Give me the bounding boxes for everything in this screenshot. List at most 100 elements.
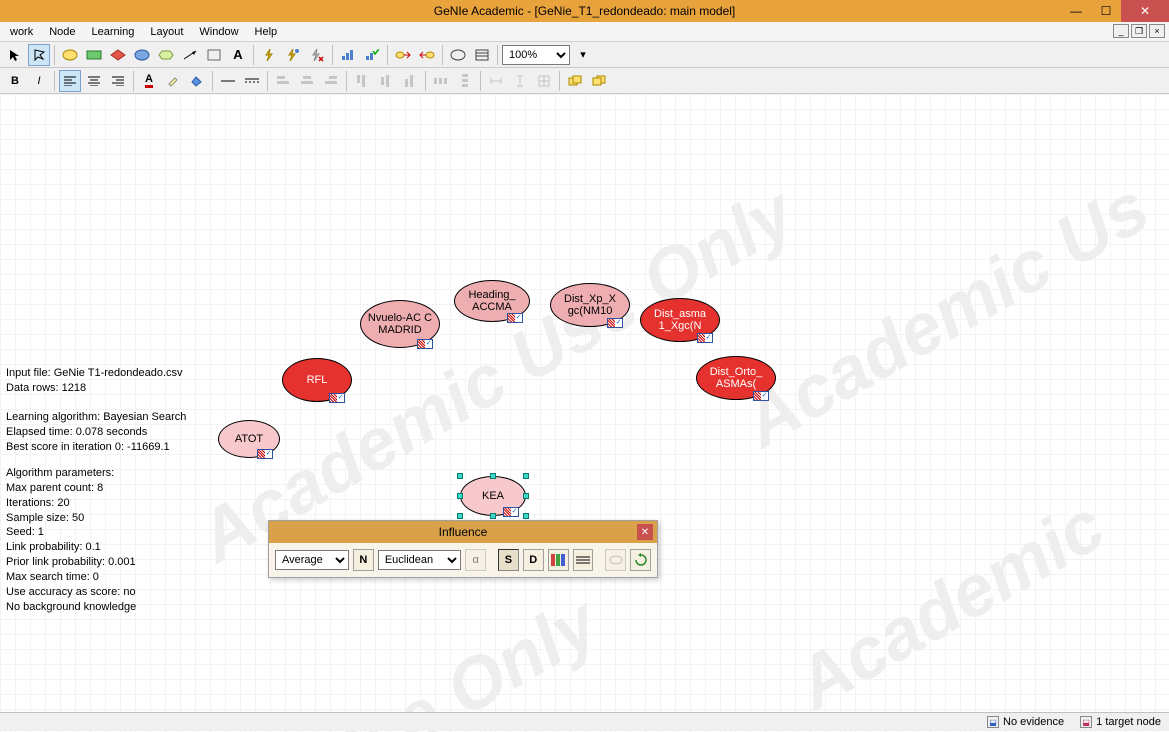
influence-metric-combo[interactable]: Average (275, 550, 349, 570)
arc-tool-icon[interactable] (179, 44, 201, 66)
toolbar-separator (480, 71, 481, 91)
node-arrow-icon[interactable] (392, 44, 414, 66)
toolbar-separator (497, 45, 498, 65)
influence-panel[interactable]: Influence ✕ Average N Euclidean α S D (268, 520, 658, 578)
toolbar-2: B I A (0, 68, 1169, 94)
selection-handle[interactable] (457, 473, 463, 479)
align-objects-bottom-icon[interactable] (399, 70, 421, 92)
node-distxp[interactable]: Dist_Xp_X gc(NM10 (550, 283, 630, 327)
node-distasma[interactable]: Dist_asma 1_Xgc(N (640, 298, 720, 342)
align-objects-middle-icon[interactable] (375, 70, 397, 92)
mdi-close[interactable]: × (1149, 24, 1165, 38)
selection-handle[interactable] (457, 513, 463, 519)
selection-handle[interactable] (523, 493, 529, 499)
info-block-2: Learning algorithm: Bayesian SearchElaps… (6, 410, 186, 455)
rect-green-icon[interactable] (83, 44, 105, 66)
ellipse-view-icon[interactable] (447, 44, 469, 66)
same-height-icon[interactable] (509, 70, 531, 92)
italic-icon[interactable]: I (28, 70, 50, 92)
hexagon-icon[interactable] (155, 44, 177, 66)
influence-refresh-icon[interactable] (630, 549, 651, 571)
lightning-icon[interactable] (258, 44, 280, 66)
align-left-icon[interactable] (59, 70, 81, 92)
align-objects-center-icon[interactable] (296, 70, 318, 92)
selection-handle[interactable] (457, 493, 463, 499)
line-style-icon[interactable] (241, 70, 263, 92)
status-target: ⬓ 1 target node (1080, 716, 1161, 728)
selection-handle[interactable] (523, 473, 529, 479)
bring-front-icon[interactable] (564, 70, 586, 92)
influence-close-button[interactable]: ✕ (637, 524, 653, 540)
node-badge-icon (417, 339, 433, 349)
influence-distance-combo[interactable]: Euclidean (378, 550, 461, 570)
mdi-restore[interactable]: ❐ (1131, 24, 1147, 38)
fill-color-icon[interactable] (186, 70, 208, 92)
influence-alpha-button[interactable]: α (465, 549, 486, 571)
node-badge-icon (329, 393, 345, 403)
node-heading[interactable]: Heading_ ACCMA (454, 280, 530, 322)
menu-learning[interactable]: Learning (84, 24, 143, 40)
line-thin-icon[interactable] (217, 70, 239, 92)
bars-check-icon[interactable] (361, 44, 383, 66)
toolbar-separator (54, 71, 55, 91)
ellipse-blue-icon[interactable] (131, 44, 153, 66)
minimize-button[interactable]: — (1061, 0, 1091, 22)
influence-n-button[interactable]: N (353, 549, 374, 571)
close-button[interactable]: ✕ (1121, 0, 1169, 22)
influence-d-button[interactable]: D (523, 549, 544, 571)
toolbar-separator (212, 71, 213, 91)
influence-ellipse-icon[interactable] (605, 549, 626, 571)
menu-window[interactable]: Window (191, 24, 246, 40)
arrow-node-icon[interactable] (416, 44, 438, 66)
menu-layout[interactable]: Layout (142, 24, 191, 40)
node-distorto[interactable]: Dist_Orto_ ASMAs( (696, 356, 776, 400)
mdi-minimize[interactable]: _ (1113, 24, 1129, 38)
node-kea[interactable]: KEA (460, 476, 526, 516)
node-badge-icon (607, 318, 623, 328)
selection-handle[interactable] (490, 513, 496, 519)
select-tool-icon[interactable] (28, 44, 50, 66)
influence-s-button[interactable]: S (498, 549, 519, 571)
send-back-icon[interactable] (588, 70, 610, 92)
zoom-combo[interactable]: 100% (502, 45, 570, 65)
zoom-dropdown-icon[interactable]: ▾ (572, 44, 594, 66)
node-rfl[interactable]: RFL (282, 358, 352, 402)
influence-lines-icon[interactable] (573, 549, 594, 571)
distribute-h-icon[interactable] (430, 70, 452, 92)
highlight-icon[interactable] (162, 70, 184, 92)
box-tool-icon[interactable] (203, 44, 225, 66)
canvas[interactable]: Academic Use OnlyAcademic UsUse OnlyAcad… (0, 94, 1169, 732)
selection-handle[interactable] (523, 513, 529, 519)
node-atot[interactable]: ATOT (218, 420, 280, 458)
status-bar: ⬓ No evidence ⬓ 1 target node (0, 712, 1169, 731)
menu-network[interactable]: work (2, 24, 41, 40)
align-objects-left-icon[interactable] (272, 70, 294, 92)
influence-title-bar[interactable]: Influence ✕ (269, 521, 657, 543)
lightning2-icon[interactable] (282, 44, 304, 66)
maximize-button[interactable]: ☐ (1091, 0, 1121, 22)
bars-icon[interactable] (337, 44, 359, 66)
align-center-icon[interactable] (83, 70, 105, 92)
menu-help[interactable]: Help (247, 24, 286, 40)
align-objects-top-icon[interactable] (351, 70, 373, 92)
align-objects-right-icon[interactable] (320, 70, 342, 92)
selection-handle[interactable] (490, 473, 496, 479)
font-color-icon[interactable]: A (138, 70, 160, 92)
text-tool-icon[interactable]: A (227, 44, 249, 66)
align-right-icon[interactable] (107, 70, 129, 92)
bold-icon[interactable]: B (4, 70, 26, 92)
diamond-red-icon[interactable] (107, 44, 129, 66)
same-width-icon[interactable] (485, 70, 507, 92)
toolbar-separator (387, 45, 388, 65)
grid-view-icon[interactable] (471, 44, 493, 66)
menu-node[interactable]: Node (41, 24, 83, 40)
distribute-v-icon[interactable] (454, 70, 476, 92)
lightning-x-icon[interactable] (306, 44, 328, 66)
node-nvuelo[interactable]: Nvuelo-AC C MADRID (360, 300, 440, 348)
influence-title: Influence (439, 525, 488, 539)
toolbar-separator (133, 71, 134, 91)
ellipse-yellow-icon[interactable] (59, 44, 81, 66)
same-size-icon[interactable] (533, 70, 555, 92)
pointer-tool-icon[interactable] (4, 44, 26, 66)
influence-color-bars-icon[interactable] (548, 549, 569, 571)
